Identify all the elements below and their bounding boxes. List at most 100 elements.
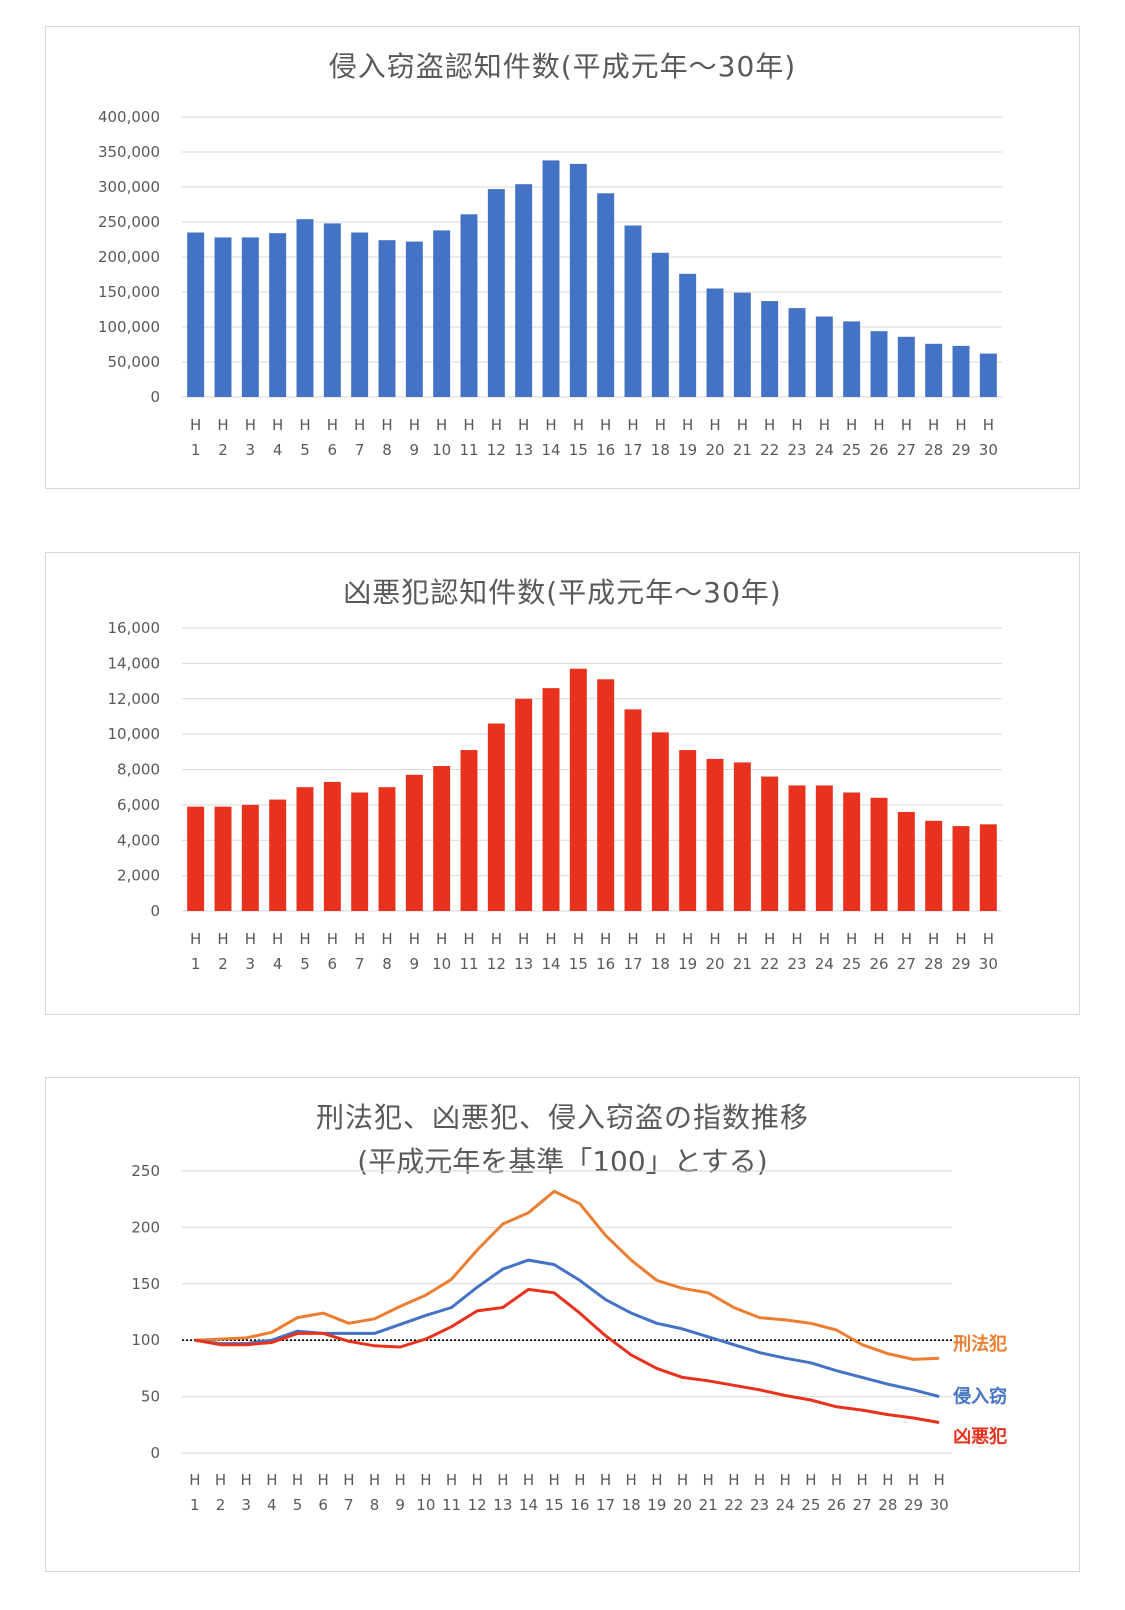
x-tick-label: H xyxy=(354,416,365,434)
bar xyxy=(515,184,533,397)
y-tick-label: 200,000 xyxy=(98,248,160,266)
x-tick-label: H xyxy=(600,1471,611,1489)
y-tick-label: 200 xyxy=(131,1218,160,1236)
violent-crime-bar-chart: 0 2,000 4,000 6,000 8,000 10,000 12,000 14,000 1… xyxy=(108,619,1002,973)
bar xyxy=(815,316,833,397)
y-tick-label: 12,000 xyxy=(108,690,161,708)
y-tick-label: 0 xyxy=(150,1444,160,1462)
burglary-chart-panel: 侵入窃盗認知件数(平成元年～30年) 0 50,000 100,000 150,000… xyxy=(45,26,1080,489)
x-tick-label: H xyxy=(626,1471,637,1489)
x-tick-label: H xyxy=(677,1471,688,1489)
x-tick-label: 22 xyxy=(760,955,779,973)
x-tick-label: 17 xyxy=(623,955,642,973)
x-tick-label: H xyxy=(791,416,802,434)
bar xyxy=(733,292,751,397)
x-tick-label: 18 xyxy=(651,955,670,973)
x-tick-label: H xyxy=(574,1471,585,1489)
x-tick-label: H xyxy=(573,416,584,434)
x-tick-label: 9 xyxy=(395,1496,405,1514)
x-tick-label: H xyxy=(655,416,666,434)
x-tick-label: 18 xyxy=(622,1496,641,1514)
y-tick-label: 300,000 xyxy=(98,178,160,196)
x-tick-label: 14 xyxy=(541,955,560,973)
x-tick-label: H xyxy=(651,1471,662,1489)
y-tick-label: 150,000 xyxy=(98,283,160,301)
series-line xyxy=(194,1189,940,1361)
bar xyxy=(214,237,232,397)
x-tick-label: H xyxy=(215,1471,226,1489)
bar xyxy=(651,252,669,397)
bar xyxy=(815,785,833,911)
bar xyxy=(487,189,505,397)
y-tick-label: 16,000 xyxy=(108,619,161,637)
x-tick-label: H xyxy=(627,930,638,948)
x-tick-label: 11 xyxy=(442,1496,461,1514)
x-tick-label: H xyxy=(682,930,693,948)
bar xyxy=(843,792,861,911)
x-tick-label: H xyxy=(846,416,857,434)
x-tick-label: H xyxy=(805,1471,816,1489)
x-tick-label: 3 xyxy=(246,441,256,459)
x-tick-label: 28 xyxy=(924,441,943,459)
x-tick-label: 2 xyxy=(218,441,228,459)
x-tick-label: H xyxy=(846,930,857,948)
x-tick-label: 1 xyxy=(190,1496,200,1514)
bar xyxy=(296,787,314,911)
index-trend-chart-panel: 刑法犯、凶悪犯、侵入窃盗の指数推移 (平成元年を基準「100」とする) 0 50 1… xyxy=(45,1077,1080,1572)
x-tick-label: H xyxy=(189,1471,200,1489)
x-tick-label: H xyxy=(292,1471,303,1489)
bar xyxy=(241,237,259,397)
x-tick-label: H xyxy=(901,416,912,434)
x-tick-label: H xyxy=(518,416,529,434)
x-tick-label: H xyxy=(901,930,912,948)
y-tick-label: 350,000 xyxy=(98,143,160,161)
x-tick-label: H xyxy=(955,416,966,434)
x-tick-label: 23 xyxy=(787,441,806,459)
x-tick-label: 30 xyxy=(979,955,998,973)
x-tick-label: 14 xyxy=(519,1496,538,1514)
x-tick-label: H xyxy=(523,1471,534,1489)
x-tick-label: 30 xyxy=(930,1496,949,1514)
x-tick-label: H xyxy=(409,416,420,434)
x-tick-label: H xyxy=(343,1471,354,1489)
x-tick-label: 20 xyxy=(705,441,724,459)
x-tick-label: H xyxy=(217,416,228,434)
x-tick-label: 21 xyxy=(699,1496,718,1514)
x-tick-label: 5 xyxy=(300,441,310,459)
series-label: 刑法犯 xyxy=(953,1333,1007,1355)
x-tick-label: H xyxy=(754,1471,765,1489)
x-tick-label: 11 xyxy=(459,955,478,973)
x-tick-label: H xyxy=(545,416,556,434)
x-tick-label: H xyxy=(549,1471,560,1489)
x-tick-label: 23 xyxy=(750,1496,769,1514)
x-tick-label: H xyxy=(983,930,994,948)
x-tick-label: 1 xyxy=(191,441,201,459)
bar xyxy=(433,230,451,397)
bar xyxy=(597,193,615,397)
x-tick-label: 7 xyxy=(344,1496,354,1514)
bar xyxy=(433,765,451,911)
x-tick-label: H xyxy=(190,930,201,948)
x-tick-label: 24 xyxy=(776,1496,795,1514)
x-tick-label: 27 xyxy=(897,955,916,973)
bar xyxy=(405,774,423,911)
x-tick-label: 15 xyxy=(569,441,588,459)
bar xyxy=(679,750,697,911)
bar xyxy=(351,232,369,397)
x-tick-label: 13 xyxy=(514,441,533,459)
y-tick-label: 0 xyxy=(150,902,160,920)
x-tick-label: H xyxy=(873,416,884,434)
y-tick-label: 10,000 xyxy=(108,725,161,743)
x-tick-label: H xyxy=(245,416,256,434)
x-tick-label: 27 xyxy=(897,441,916,459)
x-tick-label: 4 xyxy=(273,441,283,459)
bar xyxy=(843,321,861,397)
x-tick-label: H xyxy=(241,1471,252,1489)
x-tick-label: 24 xyxy=(815,955,834,973)
x-tick-label: 6 xyxy=(328,441,338,459)
x-tick-label: H xyxy=(682,416,693,434)
x-tick-label: 20 xyxy=(705,955,724,973)
x-tick-label: 8 xyxy=(382,441,392,459)
x-tick-label: H xyxy=(318,1471,329,1489)
x-tick-label: H xyxy=(446,1471,457,1489)
